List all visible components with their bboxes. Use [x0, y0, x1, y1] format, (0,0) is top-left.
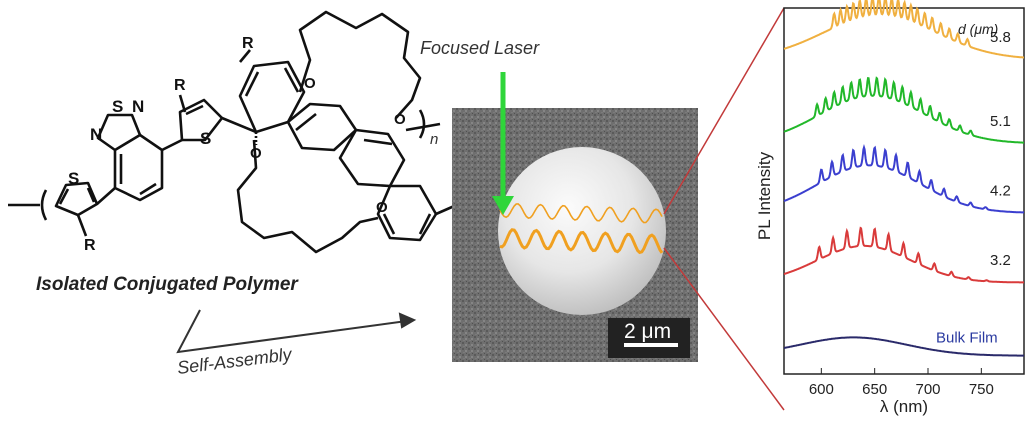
zoom-connector-bottom	[663, 247, 785, 411]
atom-oxygen-top-left: O	[304, 75, 316, 92]
laser-label: Focused Laser	[420, 38, 540, 58]
legend-title: d (μm)	[958, 21, 998, 37]
spectrum-line-bulk-film	[783, 336, 1024, 357]
spectrum-line-5.1	[783, 76, 1024, 144]
x-tick-label: 650	[862, 381, 887, 398]
x-tick-label: 700	[915, 381, 940, 398]
x-tick-label: 600	[809, 381, 834, 398]
spectrum-line-4.2	[783, 144, 1025, 214]
spectrum-line-5.8	[783, 0, 1024, 59]
repeat-unit-n: n	[430, 131, 438, 148]
whispering-gallery-ring-upper	[499, 203, 663, 224]
atom-r-top: R	[242, 35, 254, 52]
y-axis-label: PL Intensity	[755, 151, 774, 240]
sem-micrograph: 2 μm	[452, 108, 698, 362]
scale-bar-label: 2 μm	[624, 320, 671, 343]
atom-r-middle: R	[174, 77, 186, 94]
atom-sulfur-thiophene-left: S	[68, 169, 79, 188]
scale-bar-box	[608, 318, 690, 358]
atom-sulfur-thiophene-middle: S	[200, 129, 211, 148]
pl-spectra-chart: 5.8 5.1 4.2 3.2 Bulk Film 600 650 700 750 PL In…	[755, 0, 1025, 416]
atom-oxygen-bottom-left: O	[250, 145, 262, 162]
atom-sulfur-thiadiazole: S	[112, 97, 123, 116]
atom-oxygen-top-right: O	[394, 111, 406, 128]
atom-nitrogen-1: N	[132, 97, 144, 116]
spectrum-line-3.2	[783, 226, 1024, 284]
atom-nitrogen-2: N	[90, 125, 102, 144]
polymer-structure	[8, 10, 469, 254]
atom-oxygen-bottom-right: O	[376, 199, 388, 216]
x-tick-label: 750	[969, 381, 994, 398]
series-label-4.2: 4.2	[990, 183, 1011, 200]
series-label-bulk-film: Bulk Film	[936, 329, 998, 346]
self-assembly-arrow	[176, 309, 417, 354]
laser-beam	[492, 72, 514, 215]
zoom-connector-top	[663, 7, 785, 215]
x-axis-label: λ (nm)	[880, 397, 928, 416]
plot-frame	[783, 7, 1025, 375]
molecule-caption: Isolated Conjugated Polymer	[36, 274, 299, 295]
atom-r-left: R	[84, 237, 96, 254]
scale-bar	[624, 343, 678, 347]
whispering-gallery-ring-lower	[499, 228, 664, 255]
series-label-5.1: 5.1	[990, 113, 1011, 130]
series-label-3.2: 3.2	[990, 252, 1011, 269]
microsphere	[498, 147, 666, 315]
series-label-5.8: 5.8	[990, 29, 1011, 46]
